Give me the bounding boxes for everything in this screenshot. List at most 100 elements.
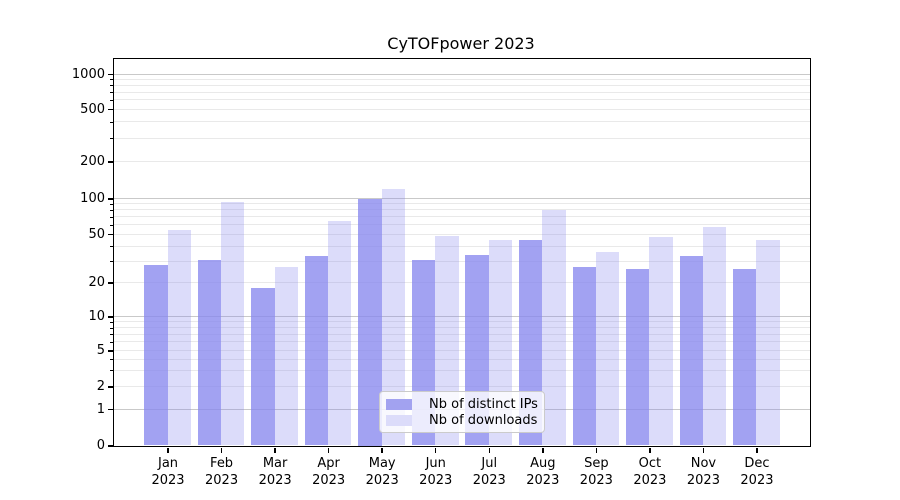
y-axis-tick-label: 0 bbox=[96, 438, 105, 453]
y-axis-minor-tick bbox=[110, 216, 113, 218]
bar-may-downloads bbox=[381, 188, 405, 446]
y-axis-tick-label: 2 bbox=[96, 378, 105, 394]
x-axis-tick-label: Jan 2023 bbox=[138, 455, 198, 489]
y-axis-tick-label: 20 bbox=[88, 275, 105, 291]
minor-gridline bbox=[114, 260, 810, 262]
y-axis-tick-label: 10 bbox=[88, 309, 105, 325]
bar-mar-downloads bbox=[274, 266, 298, 446]
x-axis-tick-year: 2023 bbox=[419, 472, 453, 488]
y-axis-tick-label: 200 bbox=[80, 154, 105, 169]
x-axis-tick-label: Apr 2023 bbox=[299, 455, 359, 489]
y-axis-minor-tick bbox=[110, 85, 113, 87]
minor-gridline bbox=[114, 341, 810, 343]
x-axis-tick-label: Dec 2023 bbox=[727, 455, 787, 489]
x-axis-tick-label: Aug 2023 bbox=[513, 455, 573, 489]
x-axis-tick-label: Jul 2023 bbox=[459, 455, 519, 489]
minor-gridline bbox=[114, 327, 810, 329]
bar-may-distinct-ips bbox=[358, 198, 382, 446]
x-axis-tick-label: Oct 2023 bbox=[620, 455, 680, 489]
x-axis-tick-year: 2023 bbox=[633, 472, 667, 488]
y-axis-minor-tick bbox=[110, 370, 113, 372]
x-axis-tick bbox=[649, 447, 651, 453]
y-axis-tick-label: 100 bbox=[80, 191, 105, 206]
minor-gridline bbox=[114, 161, 810, 162]
x-axis-tick bbox=[381, 447, 383, 453]
x-axis-tick-year: 2023 bbox=[740, 472, 774, 488]
y-axis-tick bbox=[107, 198, 113, 200]
x-axis-tick-year: 2023 bbox=[526, 472, 560, 488]
y-axis-minor-tick bbox=[110, 121, 113, 123]
x-axis-tick-year: 2023 bbox=[312, 472, 346, 488]
y-axis-minor-tick bbox=[110, 138, 113, 140]
x-axis-tick-label: Nov 2023 bbox=[673, 455, 733, 489]
bar-sep-downloads bbox=[595, 251, 620, 446]
bar-nov-distinct-ips bbox=[679, 256, 703, 446]
x-axis-tick bbox=[595, 447, 598, 453]
y-axis-minor-tick bbox=[110, 246, 113, 247]
x-axis-tick bbox=[167, 447, 169, 453]
y-axis-tick bbox=[107, 73, 113, 76]
y-axis-minor-tick bbox=[110, 350, 113, 352]
x-axis-tick bbox=[220, 447, 223, 453]
y-axis-tick-label: 1000 bbox=[71, 66, 105, 82]
minor-gridline bbox=[114, 84, 810, 86]
major-gridline bbox=[114, 316, 810, 318]
chart-title: CyTOFpower 2023 bbox=[387, 34, 535, 53]
y-axis-minor-tick bbox=[110, 261, 113, 263]
bar-apr-distinct-ips bbox=[304, 256, 329, 446]
legend-swatch-distinct-ips bbox=[386, 398, 412, 410]
bar-dec-distinct-ips bbox=[733, 268, 757, 446]
minor-gridline bbox=[114, 350, 810, 351]
minor-gridline bbox=[114, 78, 810, 80]
y-axis-minor-tick bbox=[110, 203, 113, 205]
minor-gridline bbox=[114, 121, 810, 123]
y-axis-minor-tick bbox=[110, 386, 113, 388]
y-axis-tick-label: 1 bbox=[96, 401, 105, 417]
minor-gridline bbox=[114, 369, 810, 371]
y-axis-minor-tick bbox=[110, 341, 113, 343]
x-axis-tick-year: 2023 bbox=[365, 472, 399, 488]
y-axis-tick-label: 50 bbox=[88, 226, 105, 242]
y-axis-tick bbox=[107, 316, 113, 318]
x-axis-tick-label: Feb 2023 bbox=[192, 455, 252, 489]
y-axis-tick bbox=[107, 445, 113, 447]
y-axis-minor-tick bbox=[110, 359, 113, 361]
x-axis-tick bbox=[327, 447, 330, 453]
legend-swatch-downloads bbox=[386, 414, 412, 426]
y-axis-minor-tick bbox=[110, 224, 113, 226]
y-axis-minor-tick bbox=[110, 92, 113, 93]
minor-gridline bbox=[114, 99, 810, 101]
x-axis-tick-year: 2023 bbox=[258, 472, 292, 488]
y-axis-minor-tick bbox=[110, 99, 113, 101]
x-axis-tick-label: Mar 2023 bbox=[245, 455, 305, 489]
x-axis-tick-year: 2023 bbox=[151, 472, 185, 488]
minor-gridline bbox=[114, 203, 810, 205]
minor-gridline bbox=[114, 333, 810, 335]
x-axis-tick-year: 2023 bbox=[472, 472, 506, 488]
bar-jan-distinct-ips bbox=[144, 264, 168, 446]
y-axis-minor-tick bbox=[110, 321, 113, 323]
plot-area bbox=[113, 57, 811, 447]
minor-gridline bbox=[114, 209, 810, 211]
minor-gridline bbox=[114, 358, 810, 360]
legend: Nb of distinct IPs Nb of downloads bbox=[379, 391, 545, 433]
minor-gridline bbox=[114, 137, 810, 139]
bar-feb-distinct-ips bbox=[197, 259, 222, 446]
y-axis-tick bbox=[107, 408, 113, 411]
x-axis-tick bbox=[702, 447, 705, 453]
bar-sep-distinct-ips bbox=[572, 266, 596, 446]
minor-gridline bbox=[114, 224, 810, 226]
minor-gridline bbox=[114, 282, 810, 284]
minor-gridline bbox=[114, 108, 810, 110]
bar-apr-downloads bbox=[328, 220, 352, 446]
y-axis-minor-tick bbox=[110, 79, 113, 81]
bar-dec-downloads bbox=[756, 239, 780, 446]
y-axis-tick-label: 5 bbox=[96, 343, 105, 358]
bar-nov-downloads bbox=[702, 226, 727, 446]
legend-entry-distinct-ips: Nb of distinct IPs bbox=[386, 396, 538, 412]
bar-jan-downloads bbox=[167, 230, 191, 446]
bar-oct-distinct-ips bbox=[626, 268, 650, 446]
legend-entry-downloads: Nb of downloads bbox=[386, 412, 537, 428]
major-gridline bbox=[114, 198, 810, 199]
